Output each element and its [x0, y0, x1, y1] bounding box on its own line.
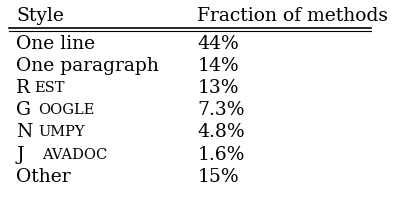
Text: R: R: [17, 79, 31, 97]
Text: OOGLE: OOGLE: [38, 103, 95, 117]
Text: 14%: 14%: [198, 57, 239, 75]
Text: Fraction of methods: Fraction of methods: [198, 7, 389, 25]
Text: 4.8%: 4.8%: [198, 123, 245, 141]
Text: 7.3%: 7.3%: [198, 101, 245, 119]
Text: Style: Style: [17, 7, 64, 25]
Text: 15%: 15%: [198, 168, 239, 186]
Text: N: N: [17, 123, 33, 141]
Text: 13%: 13%: [198, 79, 239, 97]
Text: AVADOC: AVADOC: [42, 147, 107, 162]
Text: 1.6%: 1.6%: [198, 146, 245, 163]
Text: One paragraph: One paragraph: [17, 57, 159, 75]
Text: One line: One line: [17, 35, 96, 53]
Text: G: G: [17, 101, 32, 119]
Text: Other: Other: [17, 168, 71, 186]
Text: J: J: [17, 146, 24, 163]
Text: EST: EST: [35, 81, 65, 95]
Text: 44%: 44%: [198, 35, 239, 53]
Text: UMPY: UMPY: [38, 125, 85, 139]
